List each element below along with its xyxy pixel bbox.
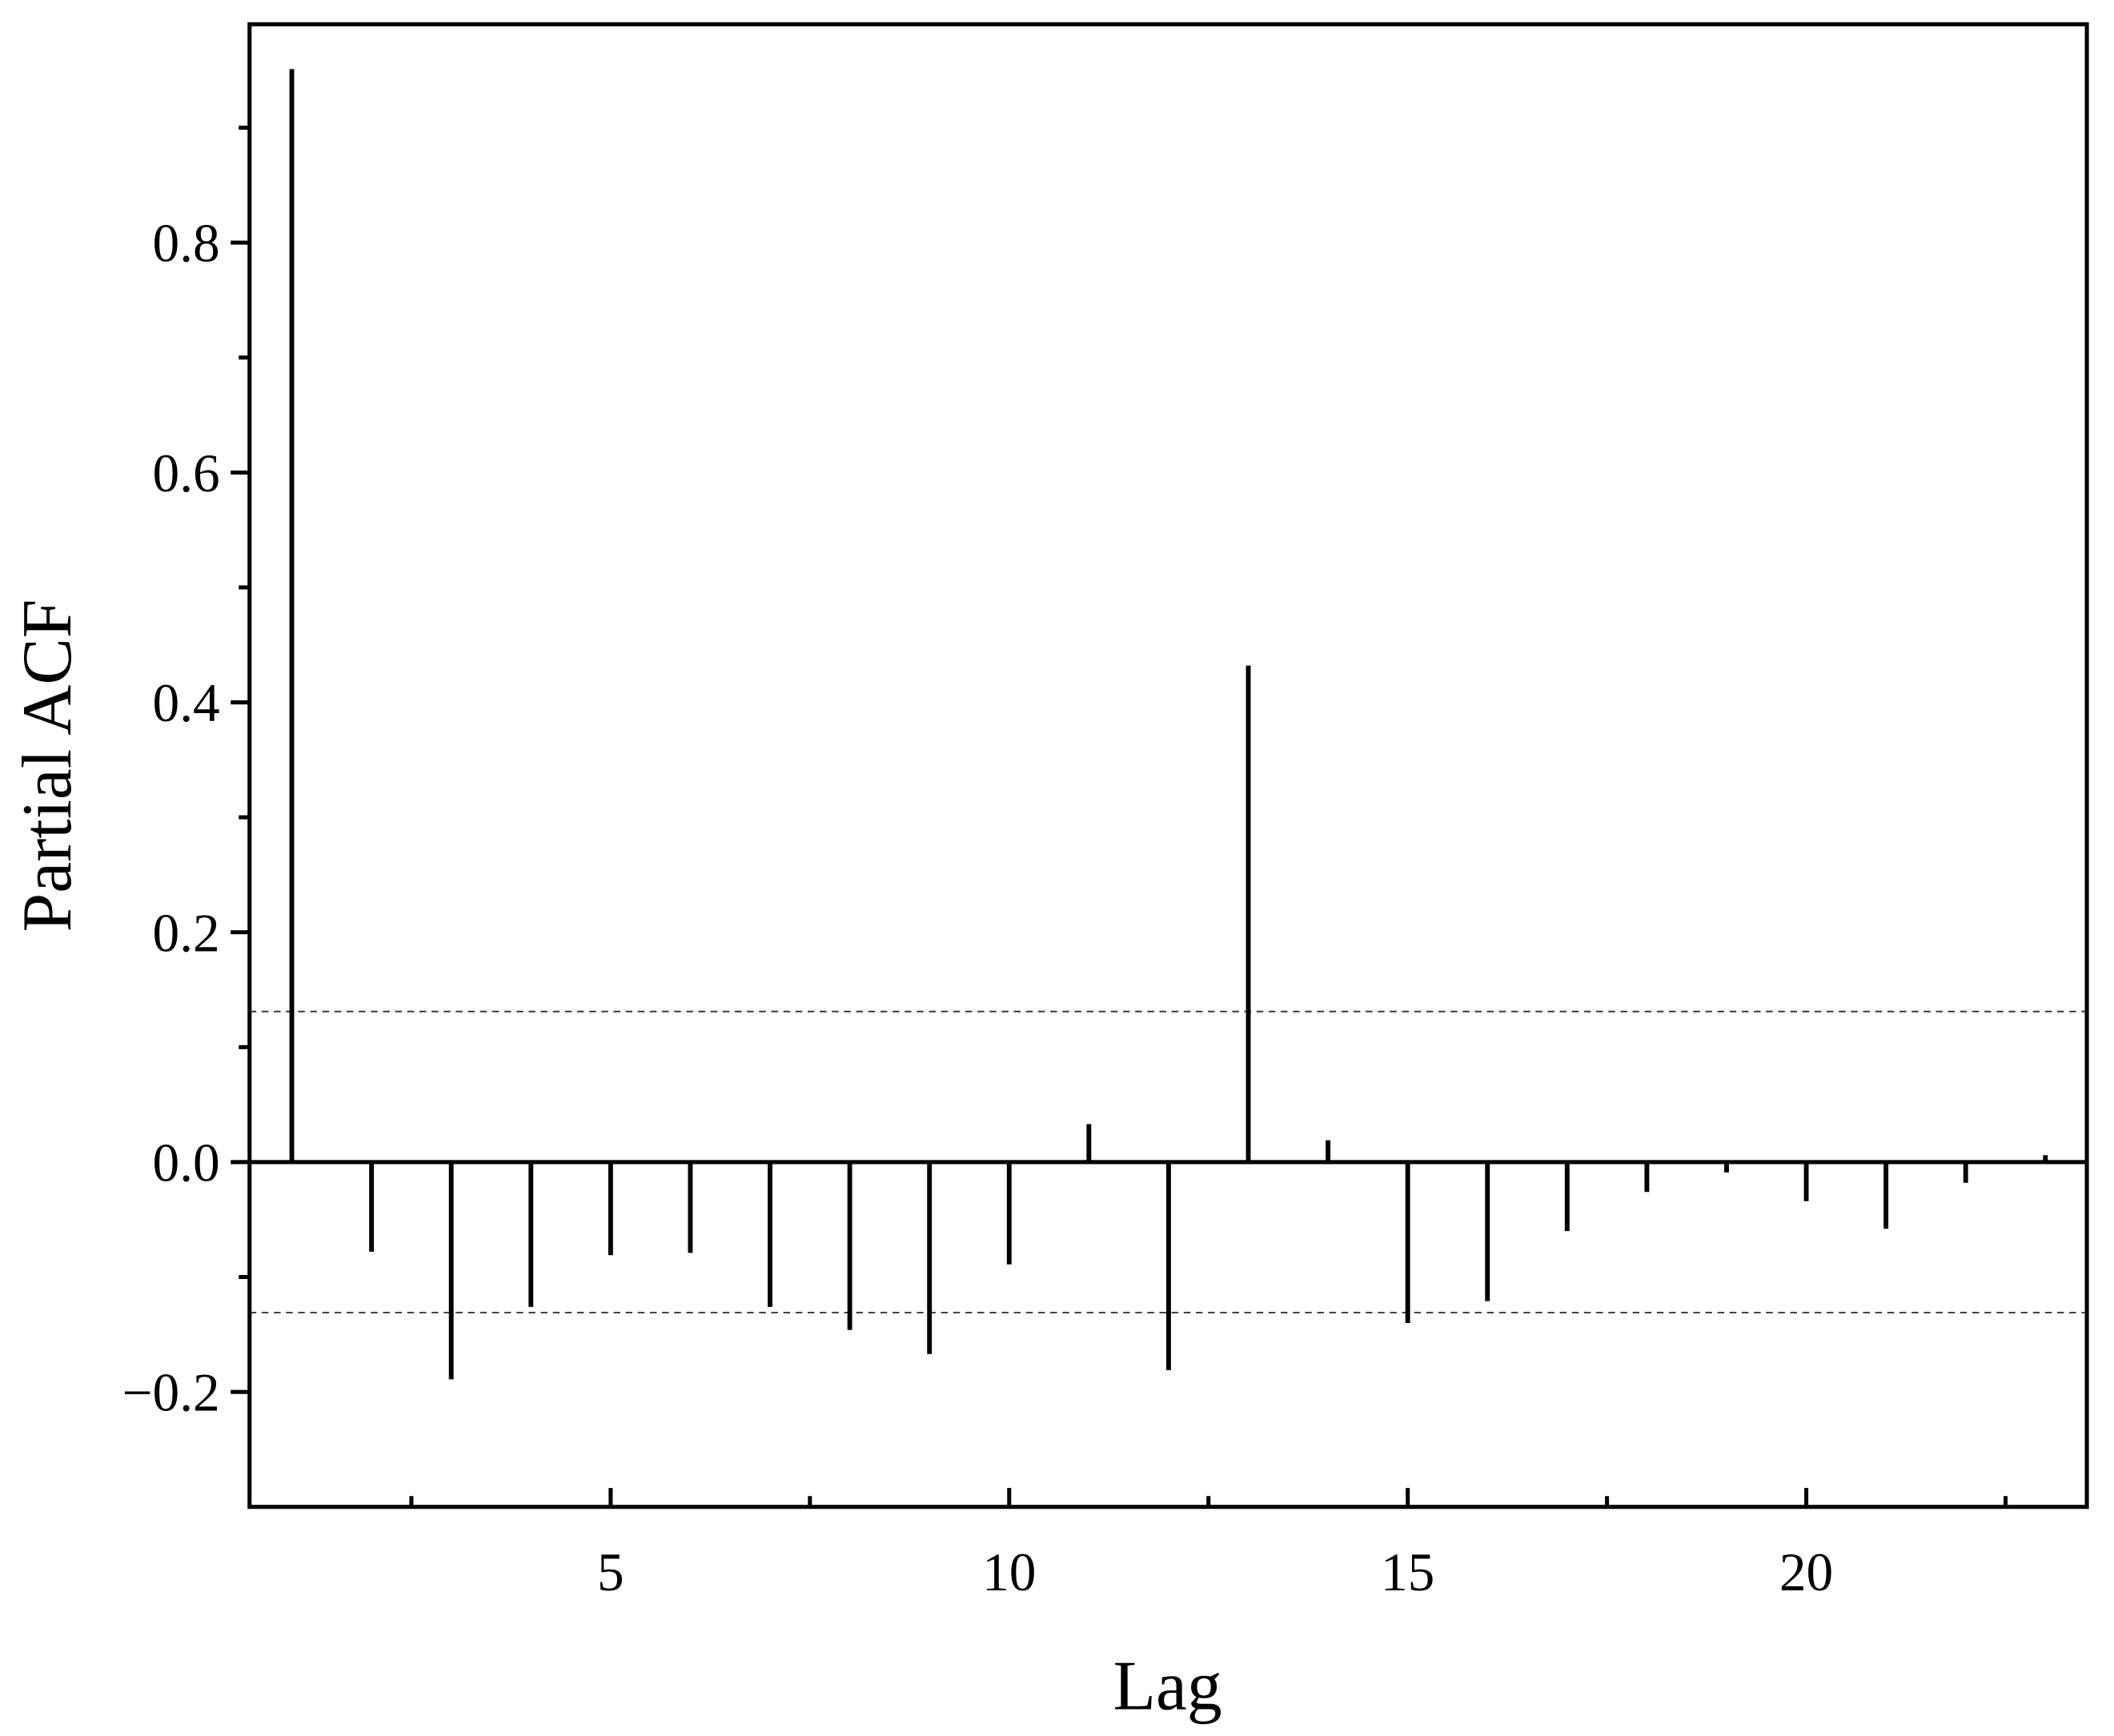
y-tick-label: 0.0 [153, 1133, 220, 1193]
y-tick-label: 0.4 [153, 673, 220, 733]
x-tick-label: 10 [982, 1542, 1036, 1602]
plot-frame [247, 22, 2089, 1509]
y-tick-label: −0.2 [122, 1363, 220, 1423]
y-axis-label: Partial ACF [8, 599, 86, 932]
x-tick-label: 15 [1381, 1542, 1434, 1602]
x-tick-label: 5 [597, 1542, 624, 1602]
y-tick-label: 0.2 [153, 903, 220, 963]
x-axis-label: Lag [1113, 1646, 1222, 1724]
y-tick-label: 0.8 [153, 214, 220, 274]
y-tick-label: 0.6 [153, 443, 220, 503]
x-tick-label: 20 [1779, 1542, 1833, 1602]
